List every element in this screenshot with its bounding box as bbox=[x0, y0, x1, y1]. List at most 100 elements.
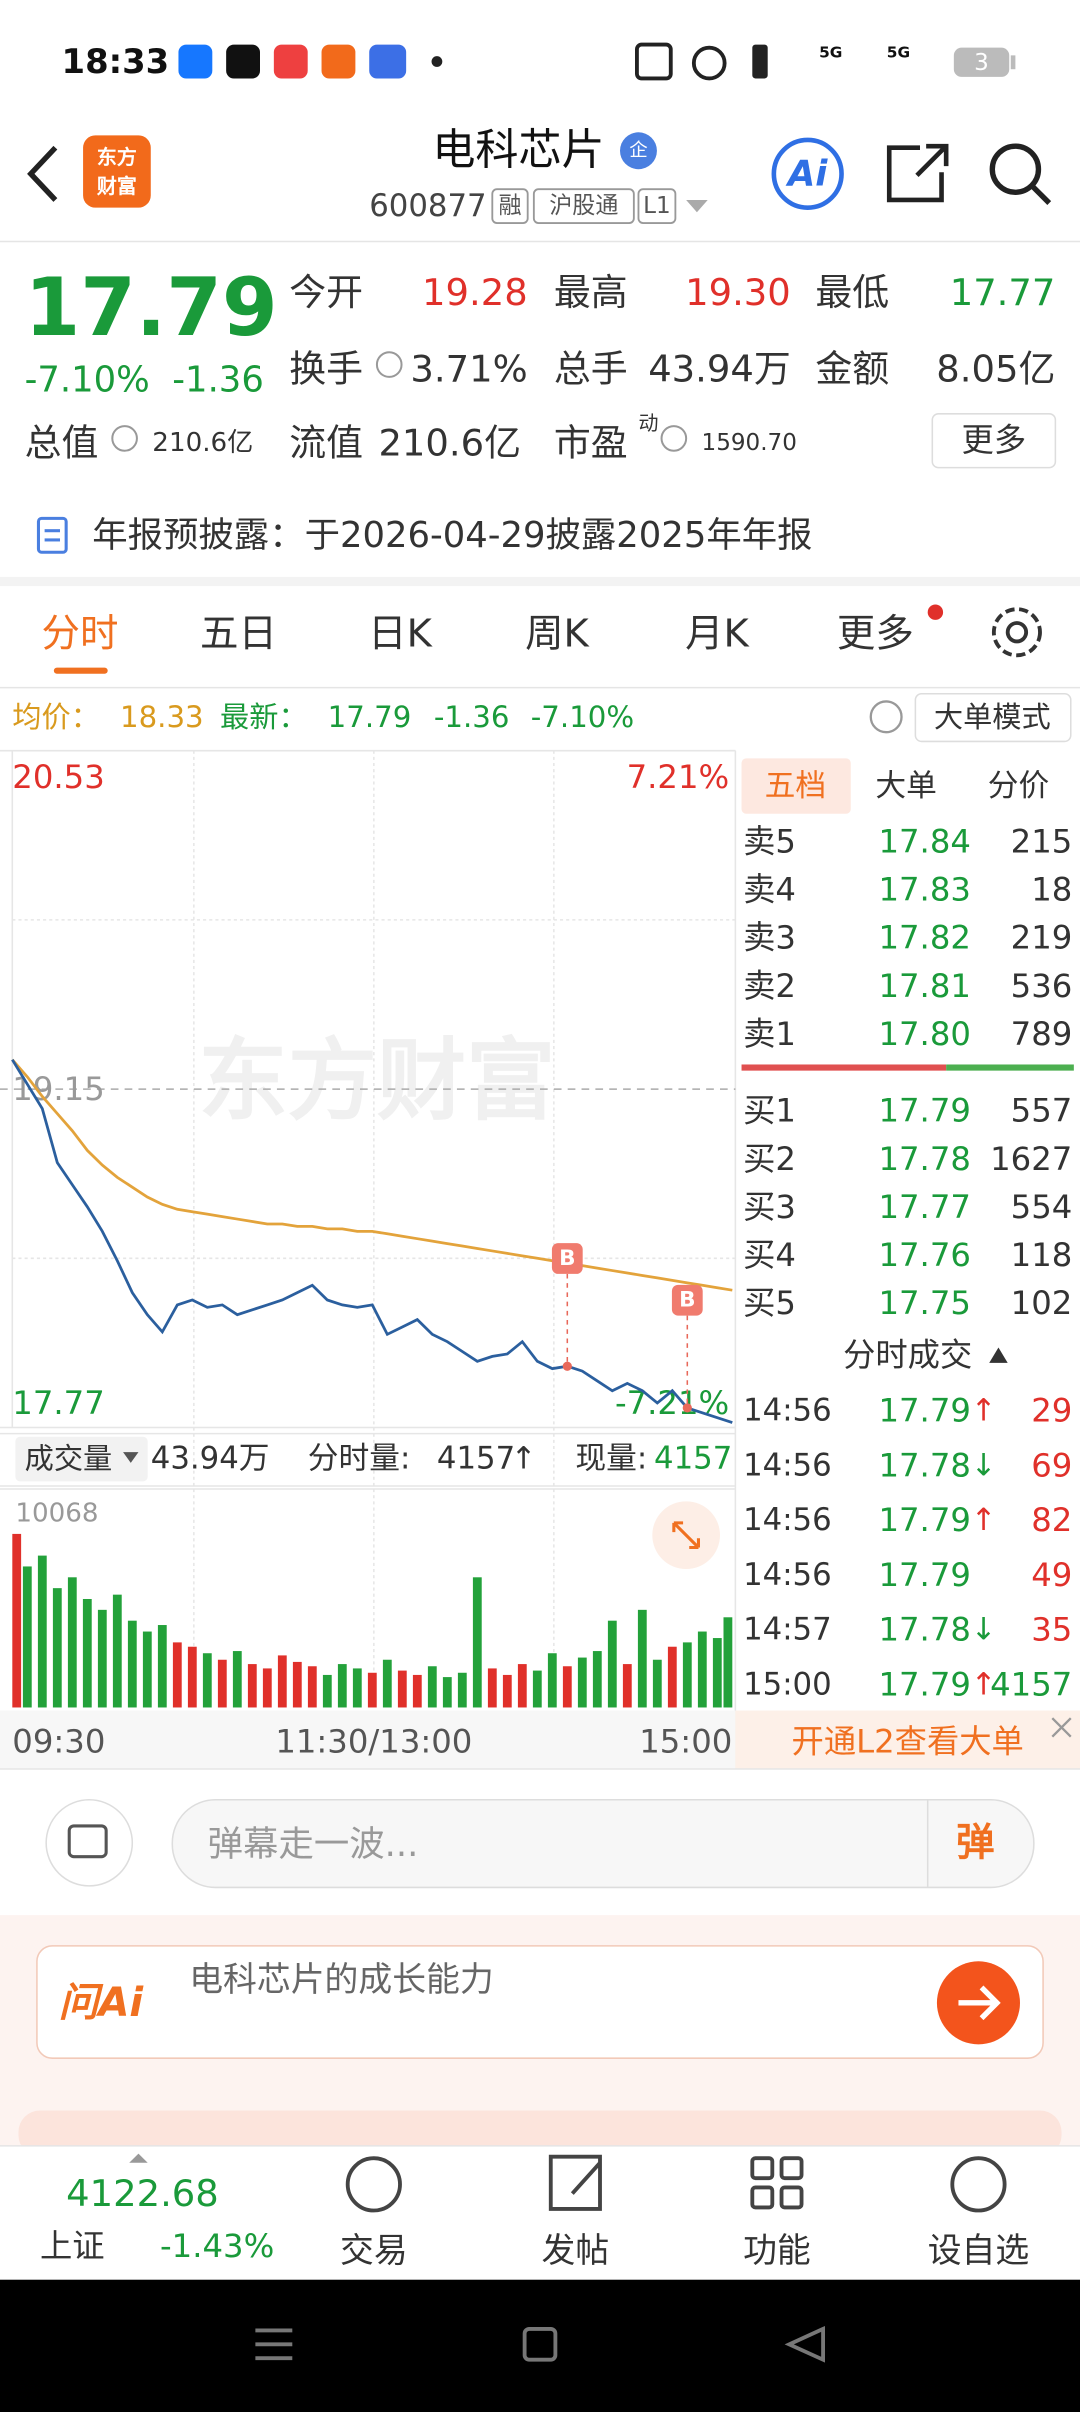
back-button[interactable] bbox=[27, 145, 58, 202]
field-value: 210.6亿 bbox=[378, 422, 521, 465]
tab[interactable]: 五日 bbox=[200, 611, 277, 656]
index-name: 上证 bbox=[40, 2227, 105, 2265]
ai-logo: 问Ai bbox=[58, 1980, 144, 2026]
book-volume: 215 bbox=[1011, 822, 1073, 860]
network: 5G bbox=[887, 43, 910, 61]
book-price: 17.82 bbox=[878, 919, 970, 957]
info-icon bbox=[660, 425, 688, 452]
book-volume: 1627 bbox=[990, 1140, 1072, 1178]
field-value: 3.71% bbox=[410, 348, 527, 391]
volume-selector[interactable] bbox=[15, 1436, 148, 1482]
avg-label: 均价： bbox=[12, 700, 100, 734]
mode-button[interactable] bbox=[914, 692, 1072, 743]
y-tick-label: 10068 bbox=[15, 1499, 98, 1529]
volume-bar bbox=[457, 1672, 467, 1708]
annotation-point bbox=[562, 1361, 572, 1371]
trade-dir: ↑ bbox=[971, 1666, 997, 1702]
trade-dir: ↓ bbox=[971, 1612, 997, 1648]
trade-dir: ↓ bbox=[971, 1447, 997, 1483]
more-label[interactable]: 更多 bbox=[962, 421, 1027, 459]
volume-bar bbox=[472, 1577, 482, 1708]
close-icon[interactable] bbox=[1051, 1717, 1072, 1738]
nav-icons bbox=[345, 2154, 1007, 2213]
volume-bar bbox=[97, 1609, 107, 1708]
tab[interactable]: 月K bbox=[685, 611, 750, 656]
volume-bar bbox=[247, 1664, 257, 1708]
minute-volume: 4157 bbox=[437, 1440, 515, 1476]
system-buttons[interactable] bbox=[255, 2325, 825, 2363]
book-tab[interactable]: 大单 bbox=[875, 768, 937, 804]
book-volume: 554 bbox=[1011, 1188, 1073, 1226]
book-price: 17.80 bbox=[878, 1015, 970, 1053]
trade-time: 14:57 bbox=[743, 1612, 832, 1648]
index-value: 4122.68 bbox=[66, 2172, 219, 2215]
comment-input[interactable] bbox=[171, 1799, 1035, 1889]
volume-bar bbox=[217, 1659, 227, 1708]
x-tick-label: 11:30/13:00 bbox=[275, 1722, 472, 1760]
field-label: 最高 bbox=[554, 271, 628, 314]
stock-code: 600877 bbox=[369, 188, 486, 224]
field-label: 金额 bbox=[815, 348, 889, 391]
l2-banner[interactable]: 开通L2查看大单 bbox=[792, 1722, 1024, 1760]
volume-bar bbox=[532, 1670, 542, 1708]
volume-total: 43.94万 bbox=[151, 1440, 270, 1476]
ai-prompt: 电科芯片的成长能力 bbox=[189, 1960, 493, 1999]
nav-item[interactable]: 功能 bbox=[743, 2231, 811, 2270]
volume-bar bbox=[12, 1533, 22, 1708]
field-label: 总手 bbox=[554, 348, 628, 391]
current-volume: 4157 bbox=[654, 1440, 732, 1476]
book-price: 17.79 bbox=[878, 1092, 970, 1130]
book-level: 买2 bbox=[743, 1140, 796, 1178]
danmaku-button[interactable]: 弹 bbox=[956, 1820, 994, 1865]
volume-bar bbox=[697, 1631, 707, 1708]
volume-selector-label[interactable]: 成交量 bbox=[25, 1441, 113, 1475]
book-price: 17.84 bbox=[878, 822, 970, 860]
field-value: 8.05亿 bbox=[936, 348, 1055, 391]
book-tab[interactable]: 五档 bbox=[765, 768, 827, 804]
trade-price: 17.79 bbox=[878, 1665, 970, 1703]
tab[interactable]: 周K bbox=[525, 611, 590, 656]
trade-price: 17.78 bbox=[878, 1611, 970, 1649]
volume-bar bbox=[292, 1661, 302, 1708]
dropdown-arrow bbox=[686, 199, 708, 213]
last-change-pct: -7.10% bbox=[531, 700, 634, 734]
trade-time: 14:56 bbox=[743, 1393, 832, 1429]
share-button[interactable] bbox=[886, 143, 949, 203]
book-level: 买1 bbox=[743, 1092, 796, 1130]
nav-item[interactable]: 交易 bbox=[340, 2231, 408, 2270]
volume-bar bbox=[427, 1666, 437, 1708]
volume-bar bbox=[322, 1674, 332, 1708]
ai-box[interactable] bbox=[36, 1945, 1044, 2059]
trade-time: 14:56 bbox=[743, 1447, 832, 1483]
volume-bar bbox=[397, 1670, 407, 1708]
trade-time: 14:56 bbox=[743, 1557, 832, 1593]
nav-item[interactable]: 设自选 bbox=[928, 2231, 1029, 2270]
comment-icon[interactable] bbox=[45, 1799, 134, 1887]
ai-button[interactable] bbox=[771, 137, 844, 210]
book-price: 17.76 bbox=[878, 1236, 970, 1274]
tab-highlight bbox=[741, 758, 851, 814]
mode-label: 大单模式 bbox=[934, 700, 1051, 734]
tag: 沪股通 bbox=[549, 193, 618, 219]
volume-bar bbox=[712, 1638, 722, 1708]
settings-button[interactable] bbox=[991, 607, 1042, 658]
volume-bar bbox=[352, 1668, 362, 1708]
field-value: 43.94万 bbox=[648, 348, 791, 391]
tab[interactable]: 更多 bbox=[837, 611, 914, 656]
change: -1.36 bbox=[172, 359, 264, 400]
tab[interactable]: 分时 bbox=[42, 611, 119, 656]
more-button[interactable] bbox=[931, 413, 1057, 469]
volume-bar bbox=[442, 1677, 452, 1708]
logo-text: 东方 bbox=[97, 145, 137, 169]
nav-item[interactable]: 发帖 bbox=[542, 2231, 610, 2270]
clock: 18:33 bbox=[62, 42, 170, 81]
book-tab[interactable]: 分价 bbox=[988, 768, 1050, 804]
tab[interactable]: 日K bbox=[368, 611, 433, 656]
volume-bar bbox=[412, 1674, 422, 1708]
search-button[interactable] bbox=[989, 143, 1052, 205]
section-gap bbox=[0, 576, 1080, 587]
book-volume: 102 bbox=[1011, 1284, 1073, 1322]
y-tick-label: 20.53 bbox=[12, 758, 104, 796]
tab-indicator bbox=[53, 667, 108, 674]
